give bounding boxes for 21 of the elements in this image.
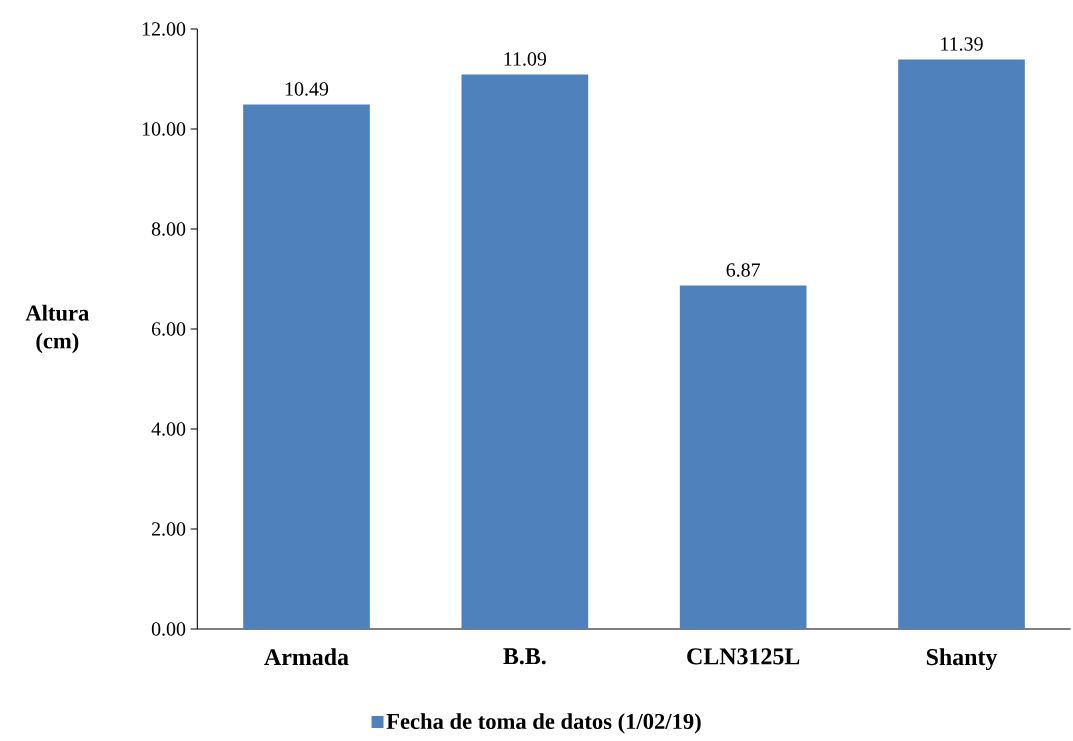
- data-label: 11.39: [941, 37, 983, 51]
- y-tick-label: 8.00: [151, 222, 186, 236]
- y-axis-title: Altura (cm): [25, 304, 89, 354]
- data-label: 6.87: [726, 263, 761, 277]
- y-tick-label: 6.00: [151, 322, 186, 336]
- data-label: 11.09: [504, 52, 547, 66]
- x-tick-label: Shanty: [926, 648, 998, 671]
- y-tick-label: 0.00: [151, 622, 186, 636]
- x-tick-label: CLN3125L: [687, 648, 800, 665]
- legend-label: Fecha de toma de datos (1/02/19): [386, 713, 701, 734]
- y-tick-label: 2.00: [151, 522, 186, 536]
- x-tick-label: Armada: [264, 648, 349, 666]
- bar: [461, 74, 589, 629]
- bar: [679, 285, 807, 629]
- y-tick-label: 4.00: [151, 422, 186, 436]
- bar: [898, 59, 1025, 629]
- y-tick-label: 10.00: [142, 122, 186, 136]
- y-tick-label: 12.00: [142, 22, 186, 36]
- bar: [243, 104, 370, 629]
- x-tick-label: B.B.: [503, 648, 546, 665]
- data-label: 10.49: [285, 82, 329, 96]
